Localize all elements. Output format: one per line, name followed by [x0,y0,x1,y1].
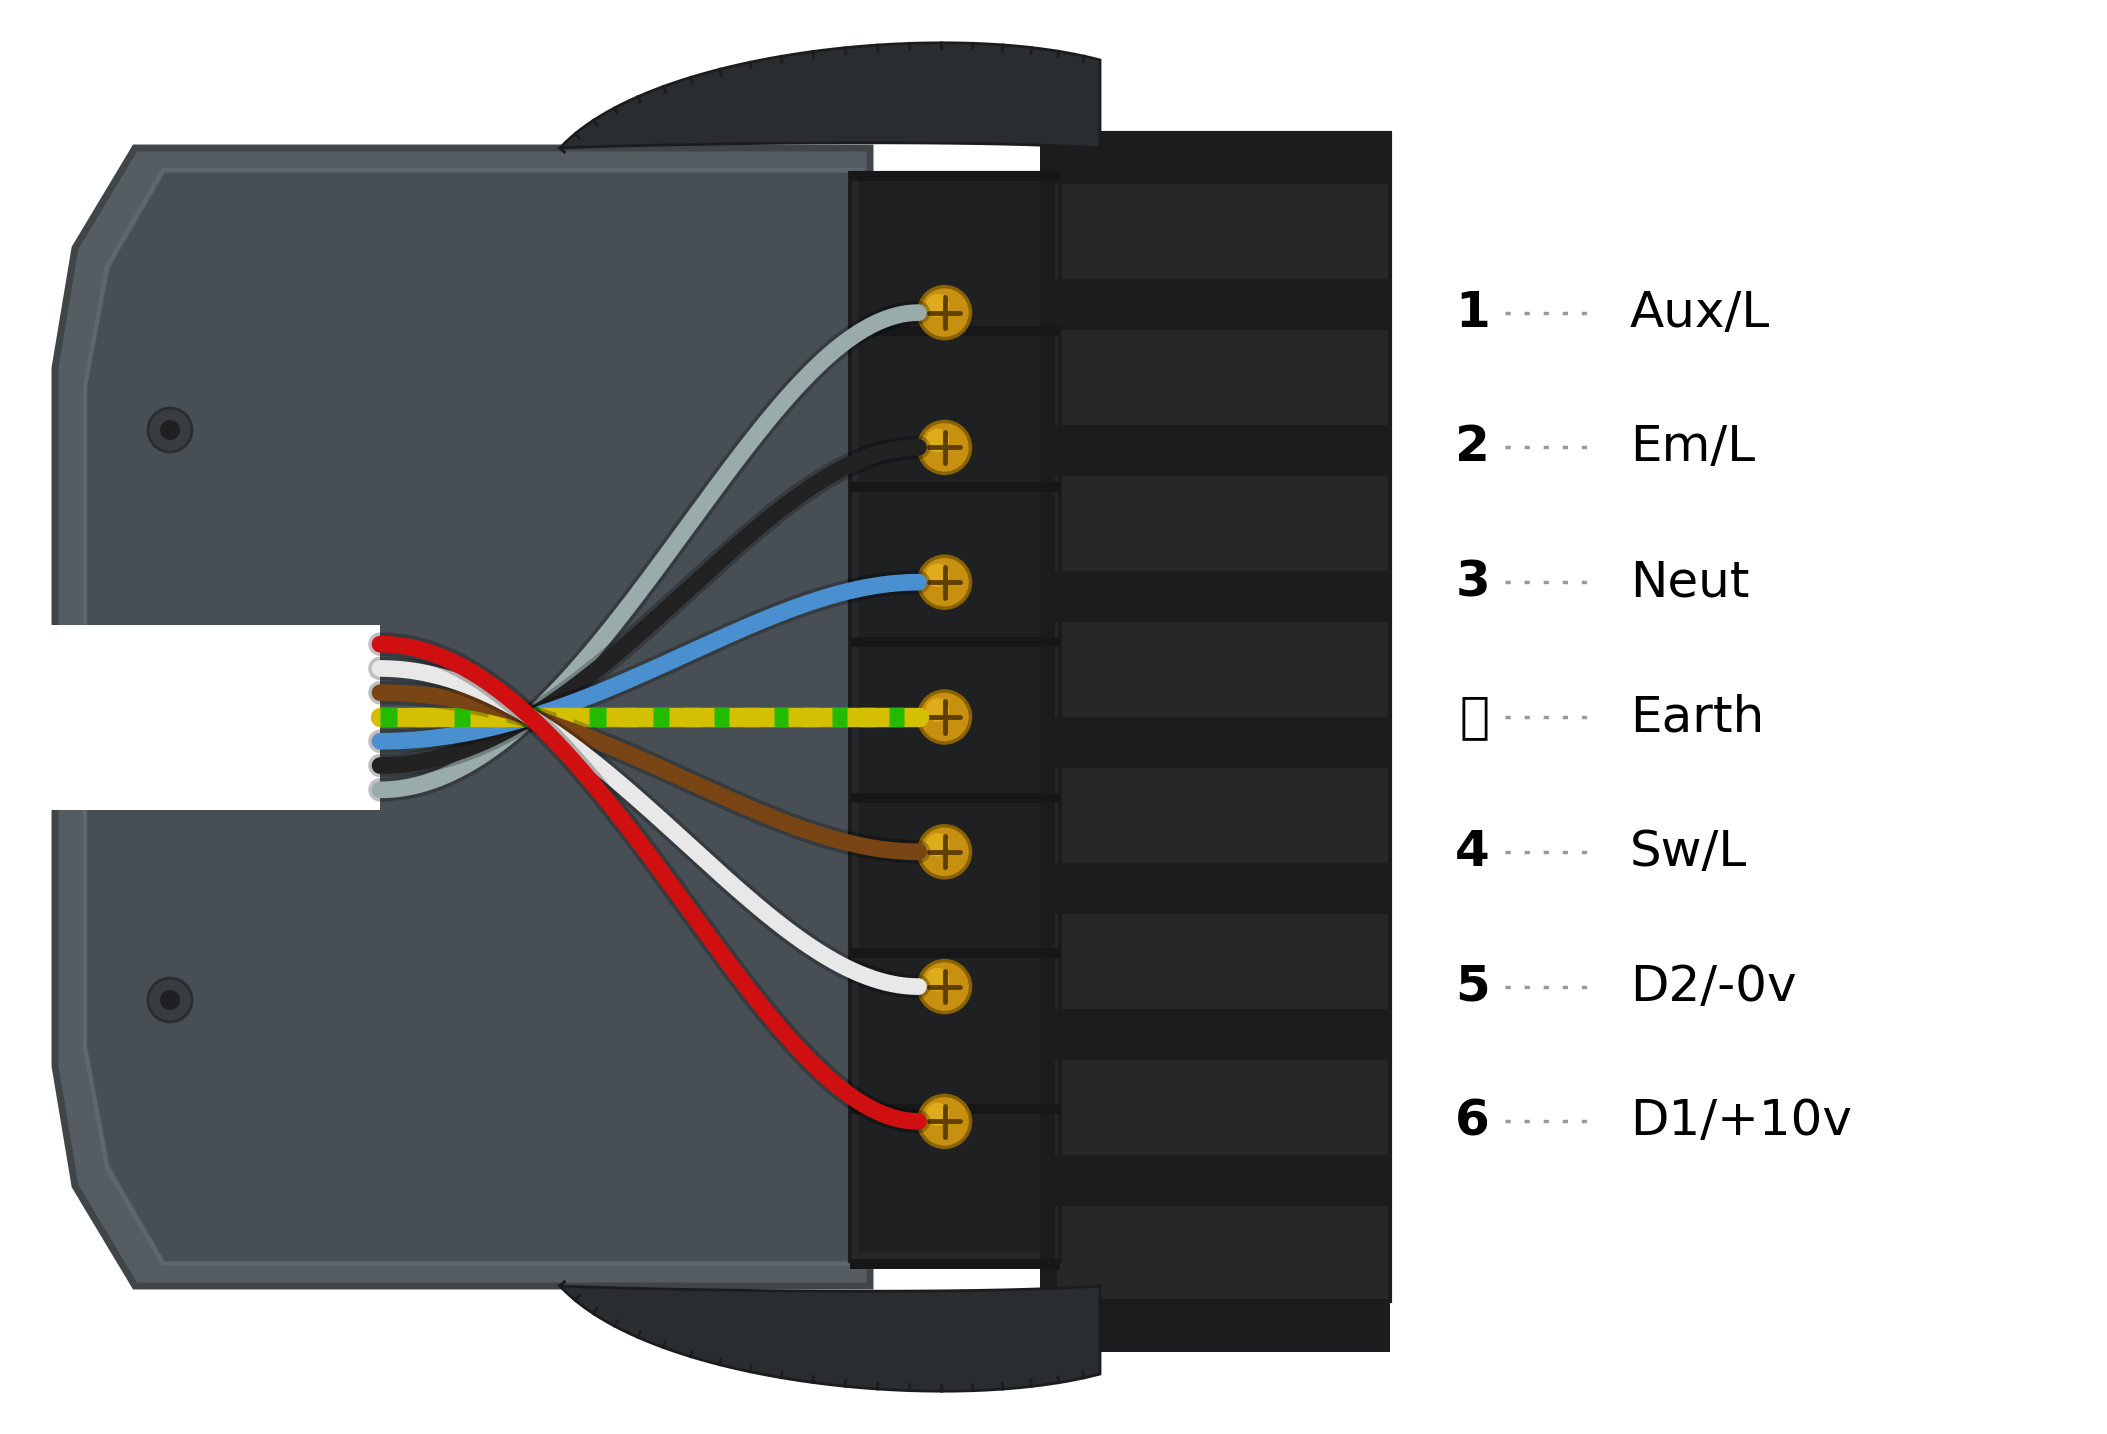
FancyBboxPatch shape [1056,571,1391,622]
Text: Em/L: Em/L [1631,423,1755,472]
Circle shape [919,287,971,338]
FancyBboxPatch shape [849,171,1060,181]
FancyBboxPatch shape [0,624,379,810]
Text: Sw/L: Sw/L [1631,827,1747,876]
Text: 5: 5 [1456,962,1490,1011]
FancyBboxPatch shape [1041,128,1056,1306]
FancyBboxPatch shape [1056,1154,1391,1206]
FancyBboxPatch shape [849,637,1060,647]
FancyBboxPatch shape [1056,133,1391,184]
FancyBboxPatch shape [1056,424,1391,476]
Circle shape [925,564,948,587]
FancyBboxPatch shape [849,482,1060,492]
Text: 6: 6 [1456,1097,1490,1146]
FancyBboxPatch shape [849,1104,1060,1114]
FancyBboxPatch shape [858,181,1051,1253]
Text: 3: 3 [1456,558,1490,607]
Circle shape [925,833,948,856]
Circle shape [919,961,971,1012]
Text: 4: 4 [1456,827,1490,876]
Polygon shape [560,43,1100,148]
FancyBboxPatch shape [849,948,1060,958]
Polygon shape [560,1286,1100,1391]
Circle shape [919,826,971,878]
Circle shape [925,1103,948,1126]
FancyBboxPatch shape [849,174,1060,1260]
FancyBboxPatch shape [849,1259,1060,1269]
Text: ⏚: ⏚ [1460,693,1490,741]
Circle shape [919,1096,971,1147]
Circle shape [160,989,179,1010]
Polygon shape [86,174,860,1260]
Text: D2/-0v: D2/-0v [1631,962,1797,1011]
Circle shape [919,422,971,473]
Circle shape [919,556,971,608]
FancyBboxPatch shape [1056,863,1391,913]
Circle shape [925,429,948,452]
Circle shape [925,698,948,721]
Text: Aux/L: Aux/L [1631,288,1770,337]
FancyBboxPatch shape [1056,717,1391,769]
FancyBboxPatch shape [1056,280,1391,330]
Text: D1/+10v: D1/+10v [1631,1097,1852,1146]
Circle shape [147,409,192,452]
Text: 1: 1 [1456,288,1490,337]
Circle shape [925,968,948,991]
Circle shape [160,420,179,440]
FancyBboxPatch shape [849,327,1060,337]
Text: Earth: Earth [1631,693,1764,741]
Text: Neut: Neut [1631,558,1749,607]
Circle shape [925,294,948,317]
Circle shape [147,978,192,1022]
Circle shape [919,691,971,743]
FancyBboxPatch shape [1056,1301,1391,1352]
FancyBboxPatch shape [1056,1010,1391,1060]
Text: 2: 2 [1456,423,1490,472]
Polygon shape [55,148,870,1286]
FancyBboxPatch shape [849,793,1060,803]
FancyBboxPatch shape [1056,133,1391,1301]
